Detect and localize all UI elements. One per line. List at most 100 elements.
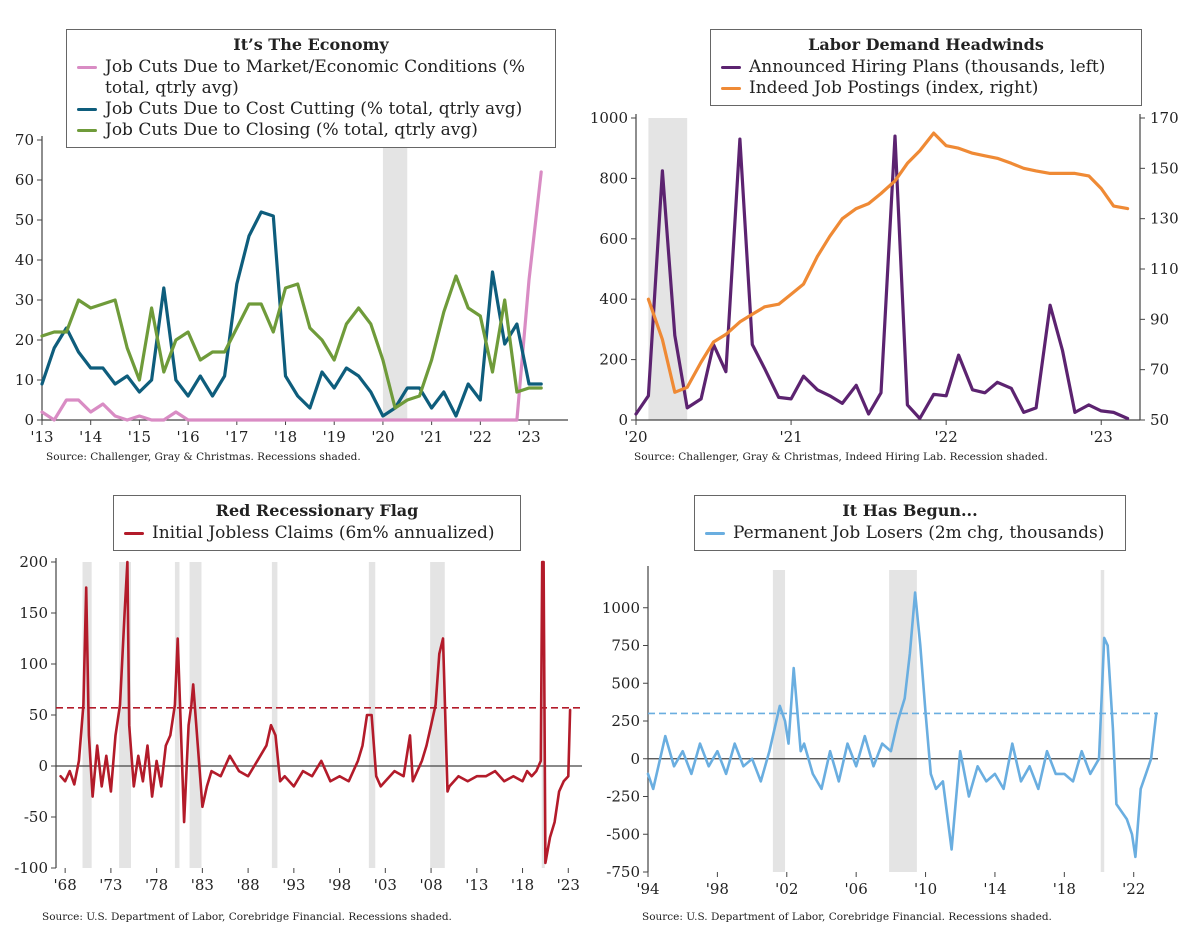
recession-shade: [174, 562, 180, 868]
x-tick-label: '23: [557, 876, 580, 894]
chart-legend-recession-flag: Red Recessionary Flag Initial Jobless Cl…: [113, 495, 521, 551]
recession-shade: [82, 562, 92, 868]
y-right-tick-label: 170: [1150, 109, 1179, 127]
x-tick-label: '18: [1053, 880, 1076, 898]
y-tick-label: 70: [15, 131, 34, 149]
legend-swatch-hiring: [721, 66, 741, 69]
y-tick-label: 250: [611, 712, 640, 730]
legend-label-cost: Job Cuts Due to Cost Cutting (% total, q…: [105, 99, 523, 119]
series-line-green: [40, 274, 543, 410]
y-tick-label: 10: [15, 371, 34, 389]
x-tick-label: '17: [225, 428, 248, 446]
legend-swatch-market: [77, 66, 97, 69]
x-tick-label: '21: [779, 428, 802, 446]
chart-title-economy: It’s The Economy: [233, 35, 389, 54]
recession-shade: [772, 570, 786, 872]
x-tick-label: '03: [374, 876, 397, 894]
y-tick-label: 0: [38, 757, 48, 775]
chart-panel-economy: 0 10 20 30 40 50 60 70 '13 '14 '15 '16 '17 '18 '19 '20 '…: [0, 0, 600, 470]
y-tick-label: 20: [15, 331, 34, 349]
x-tick-label: '68: [54, 876, 77, 894]
y-tick-label: 0: [630, 750, 640, 768]
series-line-blue: [646, 591, 1158, 859]
y-tick-label: -50: [24, 808, 48, 826]
y-right-tick-label: 70: [1150, 361, 1169, 379]
x-tick-label: '98: [706, 880, 729, 898]
legend-label-hiring: Announced Hiring Plans (thousands, left): [749, 57, 1106, 77]
x-tick-label: '20: [371, 428, 394, 446]
y-tick-label: 40: [15, 251, 34, 269]
y-tick-label: 400: [599, 290, 628, 308]
x-tick-label: '18: [511, 876, 534, 894]
x-tick-label: '23: [517, 428, 540, 446]
x-tick-label: '16: [177, 428, 200, 446]
x-tick-label: '14: [983, 880, 1006, 898]
x-tick-label: '83: [191, 876, 214, 894]
y-tick-label: 800: [599, 169, 628, 187]
legend-swatch-job-losers: [705, 532, 725, 535]
legend-swatch-cost: [77, 108, 97, 111]
legend-label-market: Job Cuts Due to Market/Economic Conditio…: [105, 57, 526, 98]
x-tick-label: '13: [465, 876, 488, 894]
y-tick-label: 60: [15, 171, 34, 189]
y-right-tick-label: 90: [1150, 310, 1169, 328]
x-tick-label: '23: [1090, 428, 1113, 446]
legend-swatch-closing: [77, 129, 97, 132]
y-tick-label: 200: [599, 351, 628, 369]
chart-legend-labor-demand: Labor Demand Headwinds Announced Hiring …: [710, 29, 1142, 106]
recession-shade: [1100, 570, 1105, 872]
y-tick-label: 1000: [590, 109, 628, 127]
recession-shade: [430, 562, 445, 868]
y-right-tick-label: 130: [1150, 210, 1179, 228]
x-tick-label: '06: [845, 880, 868, 898]
y-tick-label: 600: [599, 230, 628, 248]
recession-shade: [271, 562, 278, 868]
series-line-teal: [40, 210, 543, 418]
y-tick-label: -500: [606, 825, 640, 843]
x-tick-label: '14: [79, 428, 102, 446]
legend-label-claims: Initial Jobless Claims (6m% annualized): [152, 523, 495, 543]
chart-panel-recession-flag: -100 -50 0 50 100 150 200 '68 '73 '78 '83 '88 '93 '98…: [0, 470, 600, 942]
x-tick-label: '02: [775, 880, 798, 898]
y-tick-label: 100: [19, 655, 48, 673]
chart-title-job-losers: It Has Begun...: [842, 501, 978, 520]
x-tick-label: '15: [128, 428, 151, 446]
x-tick-label: '21: [420, 428, 443, 446]
chart-legend-economy: It’s The Economy Job Cuts Due to Market/…: [66, 29, 556, 148]
y-tick-label: 750: [611, 637, 640, 655]
y-right-tick-label: 150: [1150, 159, 1179, 177]
chart-svg-labor-demand: 0 200 400 600 800 1000 50 70 90 110 130 150 170 '20 '2…: [590, 109, 1179, 446]
y-tick-label: 150: [19, 604, 48, 622]
series-line-orange: [646, 131, 1130, 394]
y-right-tick-label: 110: [1150, 260, 1179, 278]
recession-shade: [119, 562, 132, 868]
chart-title-labor-demand: Labor Demand Headwinds: [808, 35, 1044, 54]
y-tick-label: 50: [29, 706, 48, 724]
x-tick-label: '93: [282, 876, 305, 894]
x-tick-label: '73: [99, 876, 122, 894]
y-tick-label: 0: [24, 411, 34, 429]
x-tick-label: '98: [328, 876, 351, 894]
legend-label-closing: Job Cuts Due to Closing (% total, qtrly …: [105, 120, 478, 140]
y-tick-label: 30: [15, 291, 34, 309]
legend-label-indeed: Indeed Job Postings (index, right): [749, 78, 1039, 98]
chart-title-recession-flag: Red Recessionary Flag: [215, 501, 419, 520]
chart-source-labor-demand: Source: Challenger, Gray & Christmas, In…: [634, 451, 1048, 463]
x-tick-label: '19: [323, 428, 346, 446]
x-tick-label: '88: [236, 876, 259, 894]
x-tick-label: '10: [914, 880, 937, 898]
y-tick-label: -250: [606, 788, 640, 806]
y-tick-label: -750: [606, 863, 640, 881]
y-tick-label: 200: [19, 553, 48, 571]
x-tick-label: '08: [419, 876, 442, 894]
chart-legend-job-losers: It Has Begun... Permanent Job Losers (2m…: [694, 495, 1126, 551]
y-tick-label: 0: [618, 411, 628, 429]
series-line-red: [59, 560, 572, 865]
chart-svg-economy: 0 10 20 30 40 50 60 70 '13 '14 '15 '16 '17 '18 '19 '20 '…: [15, 131, 568, 446]
x-tick-label: '78: [145, 876, 168, 894]
x-tick-label: '13: [30, 428, 53, 446]
x-tick-label: '22: [1122, 880, 1145, 898]
chart-svg-recession-flag: -100 -50 0 50 100 150 200 '68 '73 '78 '83 '88 '93 '98…: [14, 553, 582, 894]
y-right-tick-label: 50: [1150, 411, 1169, 429]
y-tick-label: 1000: [602, 599, 640, 617]
